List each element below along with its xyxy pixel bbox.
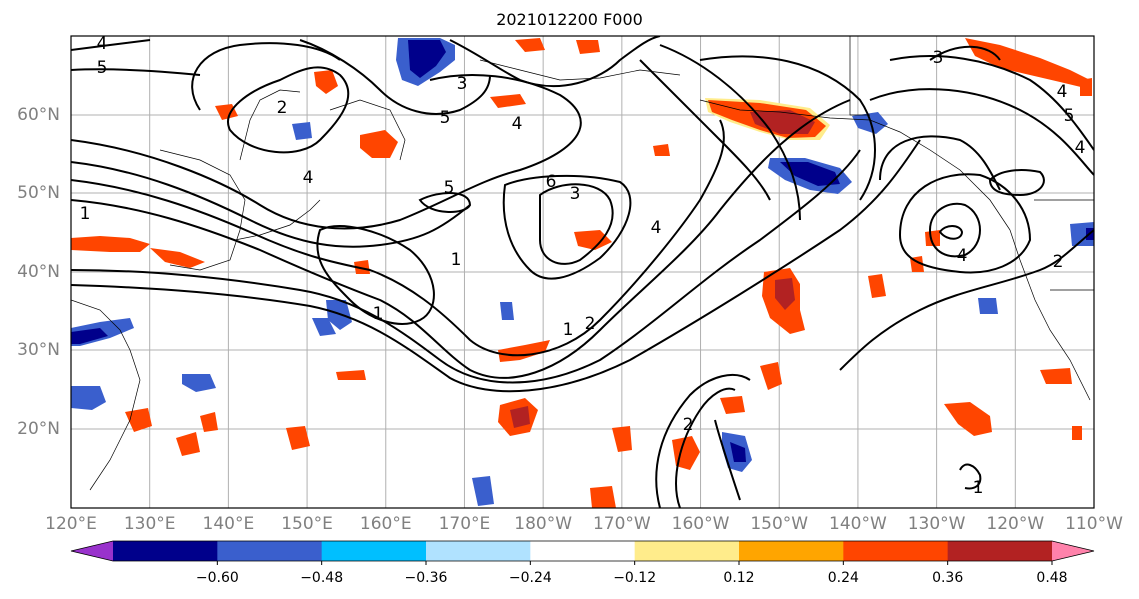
lat-tick-label: 30°N [17,340,60,360]
lat-tick-label: 50°N [17,183,60,203]
lon-tick-label: 130°W [907,514,966,534]
colorbar-tick-label: −0.48 [300,570,344,586]
lon-tick-label: 160°W [671,514,730,534]
colorbar-tick-label: −0.24 [508,570,552,586]
lon-tick-label: 120°E [45,514,97,534]
colorbar-tick-label: 0.24 [827,570,859,586]
contour-label: 4 [957,246,968,266]
colorbar-segment [217,541,323,561]
contour-label: 4 [1075,138,1086,158]
lon-tick-label: 120°W [986,514,1045,534]
lat-tick-label: 20°N [17,419,60,439]
contour-label: 2 [277,98,288,118]
lon-tick-label: 160°E [359,514,412,534]
contour-label: 1 [451,250,462,270]
colorbar-segment [947,541,1053,561]
contour-label: 1 [373,304,384,324]
colorbar-tick-label: −0.36 [404,570,448,586]
colorbar-tick-label: 0.12 [723,570,755,586]
colorbar-segment [426,541,531,561]
colorbar-outline [70,540,1095,562]
contour-label: 4 [651,218,662,238]
contour-label: 4 [512,114,523,134]
contour-label: 3 [933,48,944,68]
colorbar-tick-label: −0.12 [613,570,657,586]
colorbar-segment [113,541,218,561]
lon-tick-label: 140°E [202,514,255,534]
lon-tick-label: 170°W [592,514,651,534]
lon-tick-label: 150°W [750,514,809,534]
colorbar-tick-label: 0.48 [1036,570,1068,586]
contour-lines [71,36,1094,508]
lon-tick-label: 110°W [1065,514,1123,534]
contour-label: 3 [570,184,581,204]
contour-label: 1 [80,204,91,224]
colorbar-segment [739,541,844,561]
coastlines [71,36,1094,491]
contour-label: 2 [683,415,694,435]
lon-tick-label: 170°E [438,514,491,534]
contour-label: 1 [973,478,984,498]
colorbar-segment [843,541,949,561]
contour-label: 4 [97,34,108,54]
lat-tick-label: 40°N [17,262,60,282]
colorbar-min-extend [71,541,113,561]
contour-label: 2 [585,314,596,334]
map-frame [70,35,1095,509]
colorbar-max-extend [1052,541,1094,561]
map-title: 2021012200 F000 [496,10,643,29]
lon-tick-label: 130°E [123,514,176,534]
contour-label: 4 [1057,82,1068,102]
contour-label: 1 [563,320,574,340]
contour-label: 5 [1064,106,1075,126]
contour-label: 2 [1053,252,1064,272]
colorbar-segment [321,541,427,561]
colorbar-tick-label: 0.36 [932,570,964,586]
colorbar-segment [530,541,636,561]
lon-tick-label: 180°W [514,514,573,534]
lon-tick-label: 140°W [829,514,887,534]
contour-label: 3 [457,74,468,94]
lat-tick-label: 60°N [17,105,60,125]
contour-label: 5 [440,108,451,128]
colorbar-tick-label: −0.60 [195,570,239,586]
contour-label: 4 [303,168,314,188]
contour-label: 5 [444,178,455,198]
lon-tick-label: 150°E [281,514,333,534]
contour-label: 6 [546,172,557,192]
contour-label: 5 [97,58,108,78]
colorbar-segment [634,541,740,561]
